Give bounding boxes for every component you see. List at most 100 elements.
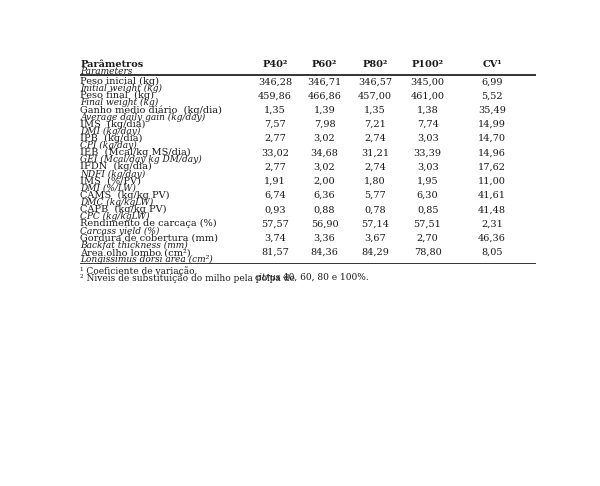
Text: 5,52: 5,52 [481,91,503,101]
Text: 2,00: 2,00 [314,177,335,186]
Text: 3,03: 3,03 [417,163,439,172]
Text: Peso final  (kg): Peso final (kg) [80,91,154,100]
Text: ² Niveis de substituição do milho pela polpa de: ² Niveis de substituição do milho pela p… [80,273,298,282]
Text: 14,99: 14,99 [478,120,506,129]
Text: IEB  (Mcal/kg MS/dia): IEB (Mcal/kg MS/dia) [80,148,191,157]
Text: CAMS  (kg/kg PV): CAMS (kg/kg PV) [80,191,170,200]
Text: 1,35: 1,35 [264,105,286,115]
Text: Backfat thickness (mm): Backfat thickness (mm) [80,241,188,250]
Text: 345,00: 345,00 [410,77,445,86]
Text: GEI (Mcal/day kg DM/day): GEI (Mcal/day kg DM/day) [80,156,202,164]
Text: 459,86: 459,86 [258,91,292,101]
Text: citrus: citrus [255,273,281,282]
Text: P40²: P40² [262,60,287,69]
Text: CPC (kg/kgLW): CPC (kg/kgLW) [80,212,150,222]
Text: IPB  (kg/dia): IPB (kg/dia) [80,134,143,143]
Text: 7,57: 7,57 [264,120,286,129]
Text: 7,21: 7,21 [364,120,386,129]
Text: 0,88: 0,88 [314,206,335,214]
Text: IFDN  (kg/dia): IFDN (kg/dia) [80,162,152,172]
Text: CV¹: CV¹ [482,60,502,69]
Text: Initial weight (kg): Initial weight (kg) [80,84,163,93]
Text: IMS  (kg/dia): IMS (kg/dia) [80,120,146,129]
Text: 3,74: 3,74 [264,234,286,243]
Text: 1,38: 1,38 [417,105,439,115]
Text: Carcass yield (%): Carcass yield (%) [80,226,160,236]
Text: 5,77: 5,77 [364,191,386,200]
Text: 7,98: 7,98 [314,120,335,129]
Text: 57,57: 57,57 [261,220,289,228]
Text: Gordura de cobertura (mm): Gordura de cobertura (mm) [80,233,218,243]
Text: 2,70: 2,70 [417,234,439,243]
Text: Parameters: Parameters [80,67,133,76]
Text: 346,57: 346,57 [358,77,392,86]
Text: P80²: P80² [362,60,388,69]
Text: 57,14: 57,14 [361,220,389,228]
Text: P60²: P60² [312,60,337,69]
Text: IMS  (%/PV): IMS (%/PV) [80,176,142,186]
Text: 2,31: 2,31 [481,220,503,228]
Text: 81,57: 81,57 [261,248,289,257]
Text: CAPB  (kg/kg PV): CAPB (kg/kg PV) [80,205,167,214]
Text: 2,74: 2,74 [364,134,386,143]
Text: 34,68: 34,68 [311,148,338,157]
Text: 14,96: 14,96 [478,148,506,157]
Text: 457,00: 457,00 [358,91,392,101]
Text: 1,80: 1,80 [364,177,386,186]
Text: CPI (kg/day): CPI (kg/day) [80,141,137,150]
Text: 11,00: 11,00 [478,177,506,186]
Text: 346,28: 346,28 [258,77,292,86]
Text: 2,77: 2,77 [264,134,286,143]
Text: 1,91: 1,91 [264,177,286,186]
Text: Rendimento de carcaça (%): Rendimento de carcaça (%) [80,219,217,228]
Text: Longissimus dorsi area (cm²): Longissimus dorsi area (cm²) [80,255,213,264]
Text: 1,95: 1,95 [417,177,439,186]
Text: 2,77: 2,77 [264,163,286,172]
Text: 84,36: 84,36 [311,248,338,257]
Text: 46,36: 46,36 [478,234,506,243]
Text: 7,74: 7,74 [416,120,439,129]
Text: 56,90: 56,90 [311,220,338,228]
Text: 0,78: 0,78 [364,206,386,214]
Text: Parâmetros: Parâmetros [80,60,143,69]
Text: Ganho médio diário  (kg/dia): Ganho médio diário (kg/dia) [80,105,223,115]
Text: 3,02: 3,02 [314,163,335,172]
Text: DMI (kg/day): DMI (kg/day) [80,127,141,136]
Text: 0,93: 0,93 [264,206,286,214]
Text: ¹ Coeficiente de variação.: ¹ Coeficiente de variação. [80,266,198,276]
Text: 14,70: 14,70 [478,134,506,143]
Text: Área olho lombo (cm²): Área olho lombo (cm²) [80,248,191,258]
Text: 346,71: 346,71 [307,77,341,86]
Text: 6,99: 6,99 [481,77,503,86]
Text: 466,86: 466,86 [308,91,341,101]
Text: 461,00: 461,00 [410,91,445,101]
Text: 8,05: 8,05 [481,248,503,257]
Text: 6,74: 6,74 [264,191,286,200]
Text: 2,74: 2,74 [364,163,386,172]
Text: 33,02: 33,02 [261,148,289,157]
Text: P100²: P100² [412,60,443,69]
Text: 6,36: 6,36 [314,191,335,200]
Text: 0,85: 0,85 [417,206,439,214]
Text: 84,29: 84,29 [361,248,389,257]
Text: 3,36: 3,36 [314,234,335,243]
Text: 3,03: 3,03 [417,134,439,143]
Text: 1,35: 1,35 [364,105,386,115]
Text: DMI (%/LW): DMI (%/LW) [80,184,136,193]
Text: 41,61: 41,61 [478,191,506,200]
Text: 17,62: 17,62 [478,163,506,172]
Text: 41,48: 41,48 [478,206,506,214]
Text: NDFI (kg/day): NDFI (kg/day) [80,170,146,179]
Text: Final weight (kg): Final weight (kg) [80,98,158,107]
Text: 35,49: 35,49 [478,105,506,115]
Text: 3,67: 3,67 [364,234,386,243]
Text: 1,39: 1,39 [314,105,335,115]
Text: 6,30: 6,30 [417,191,439,200]
Text: : 40, 60, 80 e 100%.: : 40, 60, 80 e 100%. [277,273,368,282]
Text: 31,21: 31,21 [361,148,389,157]
Text: 78,80: 78,80 [414,248,442,257]
Text: Peso inicial (kg): Peso inicial (kg) [80,77,160,86]
Text: DMC (kg/kgLW): DMC (kg/kgLW) [80,198,154,207]
Text: 33,39: 33,39 [413,148,442,157]
Text: Average daily gain (kg/day): Average daily gain (kg/day) [80,113,206,122]
